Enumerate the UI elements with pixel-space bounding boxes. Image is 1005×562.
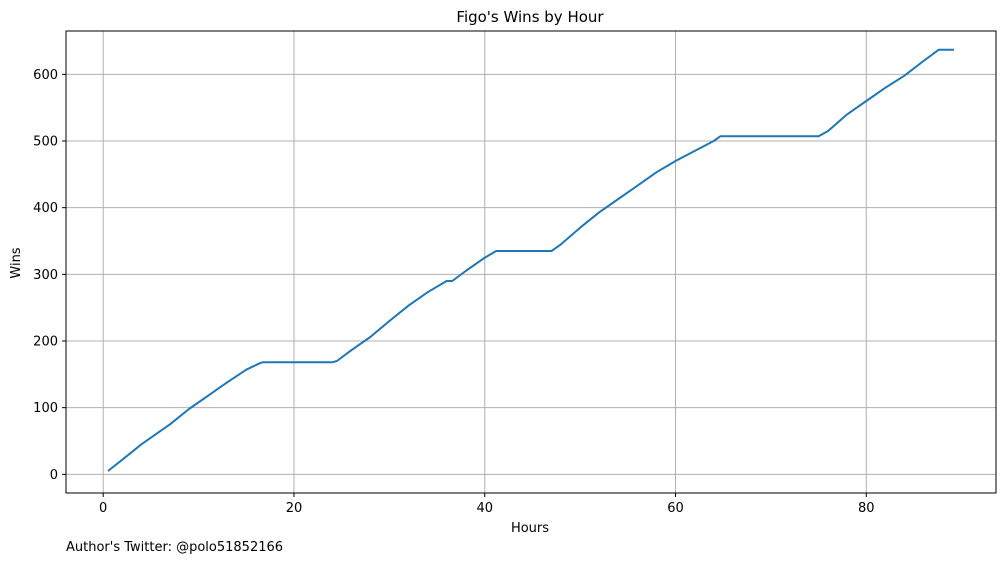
y-tick-label: 200 — [33, 335, 58, 350]
y-axis-ticks: 0 100 200 300 400 500 600 — [33, 68, 66, 483]
grid-lines — [66, 31, 996, 493]
x-axis-ticks: 0 20 40 60 80 — [99, 493, 875, 516]
author-twitter-footnote: Author's Twitter: @polo51852166 — [66, 540, 283, 555]
wins-series-line — [107, 48, 954, 472]
x-tick-label: 80 — [858, 501, 875, 516]
x-axis-label: Hours — [511, 521, 549, 536]
x-tick-label: 60 — [667, 501, 684, 516]
x-tick-label: 20 — [286, 501, 303, 516]
y-tick-label: 100 — [33, 401, 58, 416]
plot-frame — [65, 30, 997, 494]
y-tick-label: 600 — [33, 68, 58, 83]
y-tick-label: 500 — [33, 135, 58, 150]
chart-title: Figo's Wins by Hour — [456, 8, 604, 26]
y-tick-label: 300 — [33, 268, 58, 283]
y-tick-label: 400 — [33, 201, 58, 216]
x-tick-label: 0 — [99, 501, 107, 516]
x-tick-label: 40 — [476, 501, 493, 516]
y-tick-label: 0 — [50, 468, 58, 483]
y-axis-label: Wins — [9, 247, 24, 278]
